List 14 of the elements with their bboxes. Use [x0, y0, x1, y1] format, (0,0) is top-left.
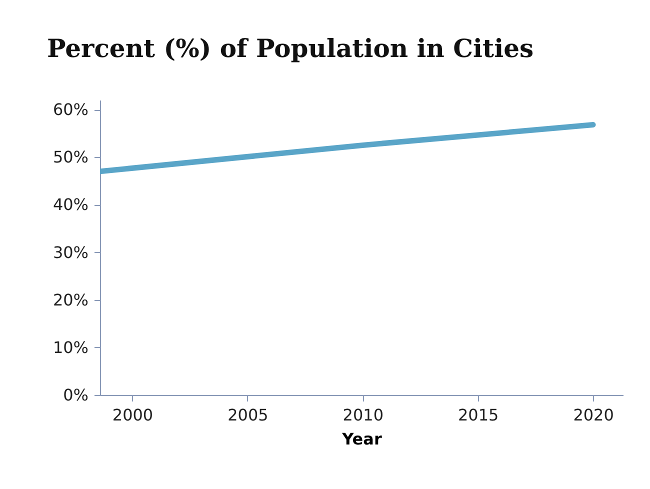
y-tick-label: 10% [52, 338, 88, 357]
y-tick-label: 20% [52, 290, 88, 310]
y-tick-label: 60% [52, 100, 88, 120]
y-tick-label: 50% [52, 148, 88, 167]
chart-title: Percent (%) of Population in Cities [47, 34, 534, 63]
x-tick-label: 2005 [228, 406, 268, 424]
y-tick-label: 30% [52, 242, 88, 262]
x-tick-label: 2020 [573, 406, 614, 424]
x-axis-title: Year [341, 430, 382, 448]
x-tick-label: 2015 [458, 406, 499, 424]
y-tick-label: 40% [52, 195, 88, 214]
x-tick-label: 2010 [342, 406, 384, 424]
x-tick-label: 2000 [112, 406, 154, 424]
y-tick-label: 0% [63, 386, 88, 404]
